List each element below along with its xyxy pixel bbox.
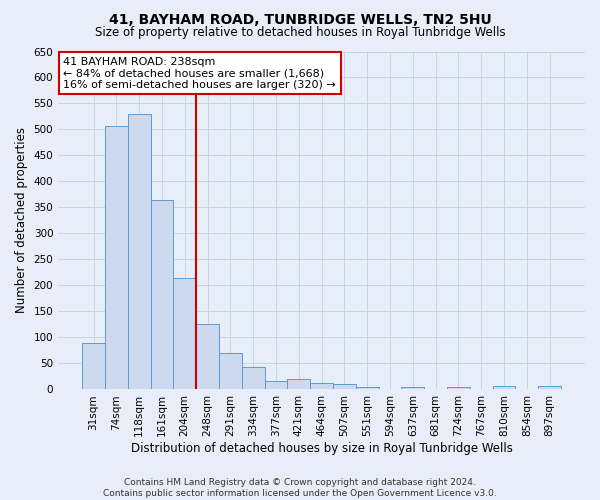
Bar [447, 387, 470, 390]
Bar [151, 200, 173, 390]
X-axis label: Distribution of detached houses by size in Royal Tunbridge Wells: Distribution of detached houses by size … [131, 442, 512, 455]
Text: 41 BAYHAM ROAD: 238sqm
← 84% of detached houses are smaller (1,668)
16% of semi-: 41 BAYHAM ROAD: 238sqm ← 84% of detached… [64, 56, 336, 90]
Bar [242, 366, 265, 390]
Bar [105, 126, 128, 390]
Bar [219, 353, 242, 390]
Bar [538, 386, 561, 390]
Bar [310, 383, 333, 390]
Bar [401, 387, 424, 390]
Bar [287, 379, 310, 390]
Bar [128, 114, 151, 390]
Text: Contains HM Land Registry data © Crown copyright and database right 2024.
Contai: Contains HM Land Registry data © Crown c… [103, 478, 497, 498]
Bar [196, 324, 219, 390]
Text: 41, BAYHAM ROAD, TUNBRIDGE WELLS, TN2 5HU: 41, BAYHAM ROAD, TUNBRIDGE WELLS, TN2 5H… [109, 12, 491, 26]
Bar [356, 387, 379, 390]
Bar [265, 380, 287, 390]
Bar [82, 342, 105, 390]
Text: Size of property relative to detached houses in Royal Tunbridge Wells: Size of property relative to detached ho… [95, 26, 505, 39]
Bar [333, 384, 356, 390]
Bar [493, 386, 515, 390]
Y-axis label: Number of detached properties: Number of detached properties [15, 128, 28, 314]
Bar [173, 278, 196, 390]
